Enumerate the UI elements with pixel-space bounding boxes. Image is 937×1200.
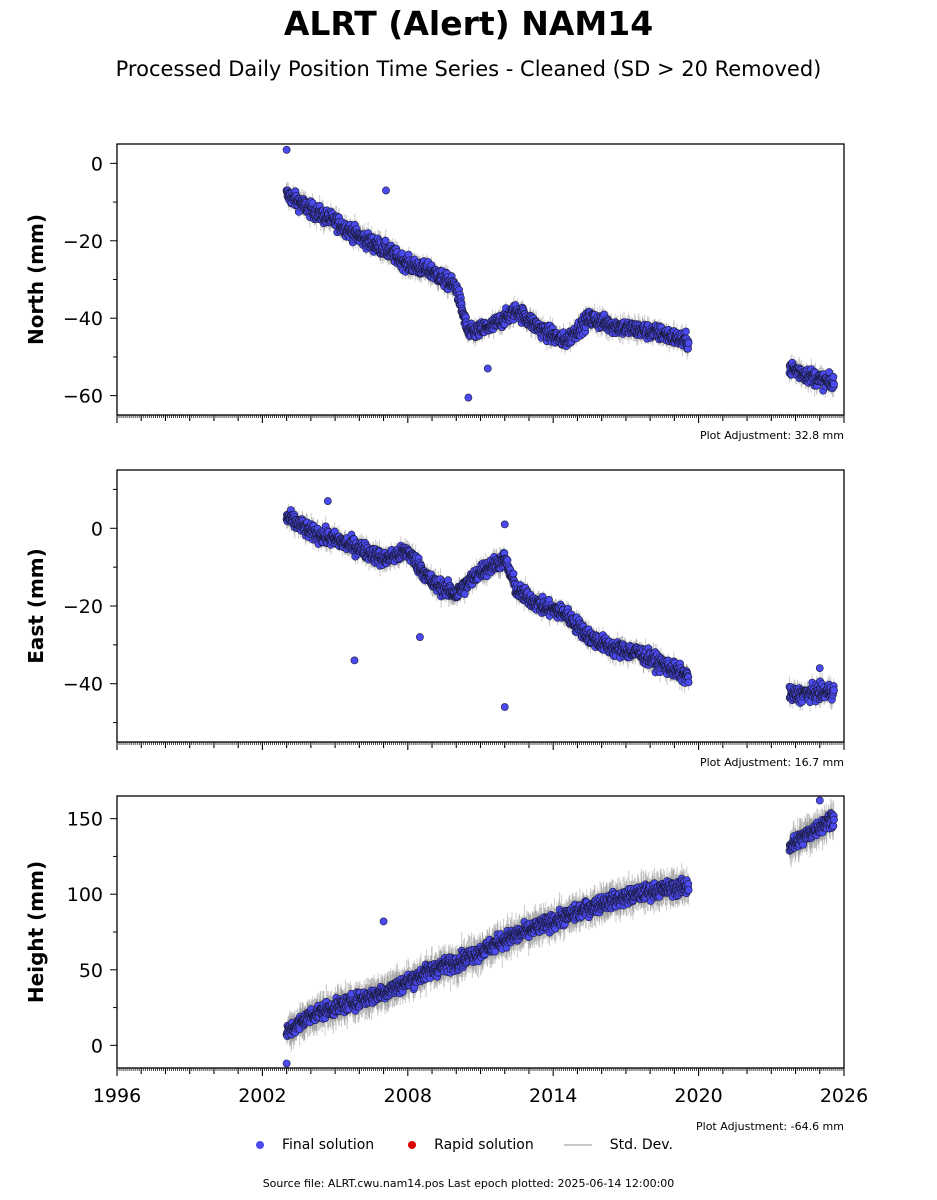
final-solution-points bbox=[282, 497, 838, 711]
outlier-point bbox=[282, 145, 291, 154]
y-ticks: 0 −20 −40 −60 bbox=[63, 153, 117, 408]
data-point bbox=[829, 372, 838, 381]
data-point bbox=[684, 339, 693, 347]
chart-subtitle: Processed Daily Position Time Series - C… bbox=[115, 57, 822, 81]
outlier-point bbox=[483, 364, 492, 373]
std-dev-bars bbox=[286, 181, 835, 398]
plot-area bbox=[282, 145, 838, 402]
plot-adjustment-label: Plot Adjustment: 32.8 mm bbox=[700, 429, 844, 442]
data-point bbox=[830, 380, 838, 389]
data-point bbox=[381, 236, 390, 245]
plot-area bbox=[282, 497, 838, 712]
y-tick-label: −20 bbox=[63, 231, 103, 253]
outlier-point bbox=[464, 393, 473, 402]
panel-1: 0 −20 −40 −60 North (mm) Plot Adjustment: 32.… bbox=[24, 143, 845, 442]
x-ticks bbox=[116, 415, 845, 423]
y-tick-label: −60 bbox=[63, 386, 103, 408]
data-point bbox=[682, 327, 690, 336]
outlier-point bbox=[382, 186, 390, 195]
y-tick-label: 0 bbox=[91, 153, 103, 175]
y-axis-label: North (mm) bbox=[24, 214, 48, 345]
axes-frame bbox=[116, 143, 845, 416]
final-solution-points bbox=[282, 145, 838, 402]
chart-title: ALRT (Alert) NAM14 bbox=[283, 4, 654, 43]
y-tick-label: −40 bbox=[63, 308, 103, 330]
